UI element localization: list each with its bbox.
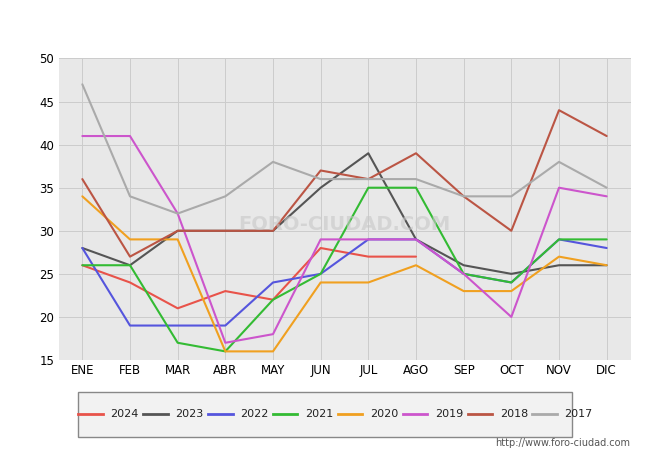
Text: 2018: 2018 <box>500 409 528 419</box>
Text: 2017: 2017 <box>565 409 593 419</box>
Text: Afiliados en Torrecilla de la Orden a 31/8/2024: Afiliados en Torrecilla de la Orden a 31… <box>133 16 517 34</box>
FancyBboxPatch shape <box>78 392 572 436</box>
Text: 2023: 2023 <box>175 409 203 419</box>
Text: FORO-CIUDAD.COM: FORO-CIUDAD.COM <box>239 215 450 234</box>
Text: 2021: 2021 <box>305 409 333 419</box>
Text: http://www.foro-ciudad.com: http://www.foro-ciudad.com <box>495 438 630 448</box>
Text: 2020: 2020 <box>370 409 398 419</box>
Text: 2024: 2024 <box>110 409 138 419</box>
Text: 2019: 2019 <box>435 409 463 419</box>
Text: 2022: 2022 <box>240 409 268 419</box>
